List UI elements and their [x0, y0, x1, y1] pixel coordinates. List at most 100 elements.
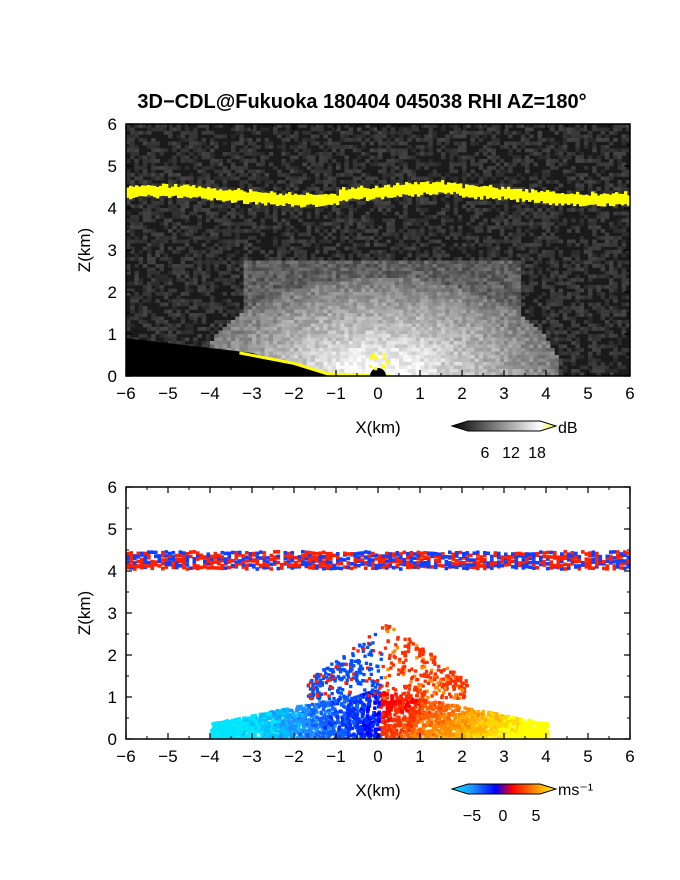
reflectivity-pixel: [302, 278, 307, 282]
reflectivity-pixel: [222, 299, 228, 303]
reflectivity-pixel: [386, 288, 391, 293]
reflectivity-pixel: [386, 327, 391, 331]
reflectivity-pixel: [298, 239, 303, 244]
reflectivity-pixel: [428, 162, 433, 167]
reflectivity-pixel: [415, 334, 421, 338]
reflectivity-pixel: [352, 243, 358, 247]
reflectivity-pixel: [554, 323, 559, 328]
reflectivity-pixel: [302, 274, 307, 279]
reflectivity-pixel: [126, 124, 131, 128]
reflectivity-pixel: [327, 215, 333, 219]
reflectivity-pixel: [588, 134, 593, 139]
reflectivity-pixel: [546, 260, 551, 265]
reflectivity-pixel: [537, 183, 543, 188]
reflectivity-pixel: [168, 299, 173, 303]
reflectivity-pixel: [294, 348, 299, 352]
reflectivity-pixel: [264, 292, 270, 296]
reflectivity-pixel: [310, 323, 316, 328]
reflectivity-pixel: [180, 302, 186, 307]
reflectivity-pixel: [567, 155, 572, 160]
reflectivity-pixel: [247, 285, 253, 289]
reflectivity-pixel: [550, 288, 555, 293]
reflectivity-pixel: [449, 131, 454, 135]
reflectivity-pixel: [562, 127, 568, 132]
reflectivity-pixel: [247, 302, 253, 307]
reflectivity-pixel: [331, 253, 337, 258]
reflectivity-pixel: [579, 236, 585, 240]
reflectivity-pixel: [403, 267, 408, 272]
reflectivity-pixel: [126, 173, 131, 177]
reflectivity-pixel: [352, 169, 358, 174]
reflectivity-pixel: [550, 236, 555, 240]
reflectivity-pixel: [168, 176, 173, 181]
reflectivity-pixel: [399, 215, 404, 219]
reflectivity-pixel: [285, 334, 291, 338]
reflectivity-pixel: [424, 302, 429, 307]
reflectivity-pixel: [411, 274, 417, 279]
reflectivity-pixel: [588, 222, 593, 226]
reflectivity-pixel: [180, 341, 186, 345]
reflectivity-pixel: [268, 313, 274, 317]
reflectivity-pixel: [487, 141, 492, 146]
reflectivity-pixel: [239, 264, 244, 268]
reflectivity-pixel: [579, 327, 585, 331]
reflectivity-pixel: [562, 344, 568, 349]
reflectivity-pixel: [403, 169, 408, 174]
reflectivity-pixel: [130, 225, 135, 230]
reflectivity-pixel: [546, 162, 551, 167]
reflectivity-pixel: [298, 327, 303, 331]
reflectivity-pixel: [281, 271, 286, 275]
reflectivity-pixel: [403, 166, 408, 170]
reflectivity-pixel: [264, 302, 270, 307]
reflectivity-pixel: [575, 187, 580, 191]
reflectivity-pixel: [609, 271, 614, 275]
reflectivity-pixel: [516, 330, 522, 335]
reflectivity-pixel: [323, 246, 328, 251]
reflectivity-pixel: [222, 341, 228, 345]
reflectivity-pixel: [226, 225, 232, 230]
reflectivity-pixel: [163, 323, 169, 328]
reflectivity-pixel: [247, 257, 253, 261]
reflectivity-pixel: [294, 176, 299, 181]
reflectivity-pixel: [470, 236, 475, 240]
reflectivity-pixel: [302, 239, 307, 244]
reflectivity-pixel: [382, 334, 387, 338]
reflectivity-pixel: [571, 138, 576, 142]
reflectivity-pixel: [352, 264, 358, 268]
reflectivity-pixel: [415, 341, 421, 345]
reflectivity-pixel: [512, 222, 517, 226]
reflectivity-pixel: [525, 334, 530, 338]
reflectivity-pixel: [621, 138, 627, 142]
reflectivity-pixel: [264, 264, 270, 268]
reflectivity-pixel: [336, 141, 341, 146]
reflectivity-pixel: [226, 267, 232, 272]
reflectivity-pixel: [457, 197, 463, 202]
reflectivity-pixel: [499, 306, 505, 310]
reflectivity-pixel: [583, 173, 589, 177]
reflectivity-pixel: [420, 194, 425, 198]
reflectivity-pixel: [466, 323, 471, 328]
reflectivity-pixel: [449, 327, 454, 331]
reflectivity-pixel: [348, 274, 354, 279]
reflectivity-pixel: [264, 173, 270, 177]
reflectivity-pixel: [562, 141, 568, 146]
reflectivity-pixel: [609, 141, 614, 146]
reflectivity-pixel: [504, 239, 509, 244]
reflectivity-pixel: [289, 215, 295, 219]
reflectivity-pixel: [541, 292, 547, 296]
reflectivity-pixel: [348, 344, 354, 349]
reflectivity-pixel: [289, 299, 295, 303]
reflectivity-pixel: [407, 278, 412, 282]
reflectivity-pixel: [340, 211, 345, 216]
reflectivity-pixel: [214, 145, 219, 149]
reflectivity-pixel: [147, 267, 152, 272]
reflectivity-pixel: [445, 201, 450, 205]
reflectivity-pixel: [453, 148, 459, 153]
reflectivity-pixel: [449, 271, 454, 275]
reflectivity-pixel: [184, 204, 190, 209]
reflectivity-pixel: [180, 264, 186, 268]
reflectivity-pixel: [180, 246, 186, 251]
reflectivity-pixel: [583, 330, 589, 335]
reflectivity-pixel: [613, 271, 618, 275]
reflectivity-pixel: [504, 323, 509, 328]
